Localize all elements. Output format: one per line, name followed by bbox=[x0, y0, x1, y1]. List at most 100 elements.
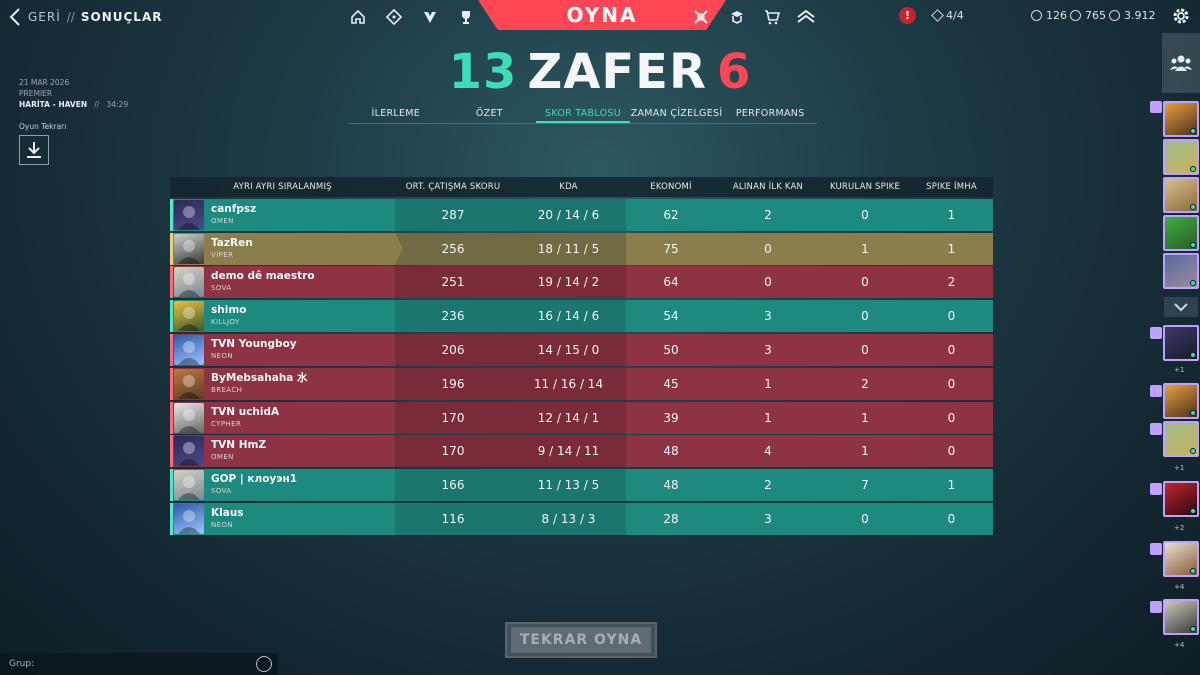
table-row[interactable]: demo dê maestro SOVA 251 19 / 14 / 2 64 0 0 2 bbox=[170, 266, 993, 299]
tab-summary[interactable]: ÖZET bbox=[475, 108, 503, 119]
tab-timeline[interactable]: ZAMAN ÇİZELGESİ bbox=[630, 108, 723, 119]
party-member-avatar[interactable] bbox=[1163, 139, 1199, 175]
player-name: TazRen bbox=[211, 236, 253, 249]
player-cell[interactable]: canfpsz OMEN bbox=[170, 198, 395, 231]
friend-list-divider[interactable] bbox=[1164, 297, 1198, 317]
party-member-avatar[interactable] bbox=[1163, 177, 1199, 213]
table-row[interactable]: canfpsz OMEN 287 20 / 14 / 6 62 2 0 1 bbox=[170, 198, 993, 231]
tab-performance[interactable]: PERFORMANS bbox=[735, 108, 805, 119]
table-row[interactable]: TazRen VIPER 256 18 / 11 / 5 75 0 1 1 bbox=[170, 232, 993, 265]
friend-avatar[interactable] bbox=[1163, 421, 1199, 457]
player-cell[interactable]: shimo KILLJOY bbox=[170, 300, 395, 333]
party-member-avatar[interactable] bbox=[1163, 253, 1199, 289]
header-plants[interactable]: KURULAN SPIKE bbox=[829, 182, 901, 192]
agent-avatar bbox=[174, 301, 204, 332]
store-icon[interactable] bbox=[762, 7, 782, 27]
table-row[interactable]: TVN HmZ OMEN 170 9 / 14 / 11 48 4 1 0 bbox=[170, 435, 993, 468]
acs-cell: 236 bbox=[395, 300, 511, 333]
table-row[interactable]: TVN uchidA CYPHER 170 12 / 14 / 1 39 1 1 0 bbox=[170, 401, 993, 434]
party-member-avatar[interactable] bbox=[1163, 101, 1199, 137]
replay-download-button[interactable] bbox=[19, 135, 49, 165]
match-mode: PREMIER bbox=[19, 89, 53, 98]
agents-icon[interactable] bbox=[420, 7, 440, 27]
current-player-marker bbox=[395, 232, 403, 265]
tab-scoreboard[interactable]: SKOR TABLOSU bbox=[536, 106, 630, 123]
friend-avatar[interactable] bbox=[1163, 481, 1199, 517]
player-name: TVN uchidA bbox=[211, 405, 280, 418]
party-lock-icon bbox=[1150, 327, 1162, 339]
battlepass-icon[interactable] bbox=[691, 7, 711, 27]
friend-avatar[interactable] bbox=[1163, 325, 1199, 361]
breadcrumb-separator: // bbox=[66, 10, 75, 24]
party-size-label: +2 bbox=[1174, 524, 1185, 532]
party-member-avatar[interactable] bbox=[1163, 215, 1199, 251]
online-status-icon bbox=[1190, 166, 1196, 172]
table-row[interactable]: shimo KILLJOY 236 16 / 14 / 6 54 3 0 0 bbox=[170, 300, 993, 333]
header-kda[interactable]: KDA bbox=[559, 182, 578, 192]
defuses-cell: 0 bbox=[947, 376, 956, 391]
header-first-bloods[interactable]: ALINAN İLK KAN bbox=[732, 182, 804, 192]
table-row[interactable]: TVN Youngboy NEON 206 14 / 15 / 0 50 3 0 0 bbox=[170, 333, 993, 366]
kda-cell: 14 / 15 / 0 bbox=[511, 333, 626, 366]
rp-icon bbox=[1070, 10, 1081, 21]
friend-avatar[interactable] bbox=[1163, 383, 1199, 419]
defuses-cell: 0 bbox=[947, 309, 956, 324]
kda-cell: 18 / 11 / 5 bbox=[511, 232, 626, 265]
chat-channel-icon[interactable] bbox=[256, 656, 272, 672]
first-bloods-cell: 4 bbox=[764, 444, 772, 459]
plants-cell: 0 bbox=[861, 275, 869, 290]
player-cell[interactable]: TVN Youngboy NEON bbox=[170, 333, 395, 366]
table-row[interactable]: GOP | клоуэн1 SOVA 166 11 / 13 / 5 48 2 7 1 bbox=[170, 469, 993, 502]
agent-avatar bbox=[174, 199, 204, 230]
table-row[interactable]: Klaus NEON 116 8 / 13 / 3 28 3 0 0 bbox=[170, 502, 993, 535]
career-icon[interactable] bbox=[384, 7, 404, 27]
header-economy[interactable]: EKONOMİ bbox=[650, 182, 692, 192]
play-again-button[interactable]: TEKRAR OYNA bbox=[505, 622, 657, 658]
back-button[interactable]: GERİ // SONUÇLAR bbox=[8, 6, 162, 28]
radianite-points[interactable]: 765 bbox=[1070, 9, 1106, 22]
header-defuses[interactable]: SPIKE İMHA bbox=[926, 182, 977, 192]
tab-progress[interactable]: İLERLEME bbox=[371, 108, 421, 119]
player-cell[interactable]: demo dê maestro SOVA bbox=[170, 266, 395, 299]
player-cell[interactable]: TVN uchidA CYPHER bbox=[170, 401, 395, 434]
defuses-cell: 0 bbox=[947, 342, 956, 357]
economy-cell: 64 bbox=[663, 275, 679, 290]
online-status-icon bbox=[1190, 128, 1196, 134]
alert-badge[interactable]: ! bbox=[899, 7, 916, 24]
friend-avatar[interactable] bbox=[1163, 541, 1199, 577]
header-sort[interactable]: AYRI AYRI SIRALANMIŞ bbox=[233, 182, 332, 192]
player-name: demo dê maestro bbox=[211, 270, 315, 283]
premier-icon[interactable] bbox=[796, 7, 816, 27]
esports-icon[interactable] bbox=[727, 7, 747, 27]
home-icon[interactable] bbox=[348, 7, 368, 27]
scoreboard-rows: canfpsz OMEN 287 20 / 14 / 6 62 2 0 1 TazRen VIPE… bbox=[170, 198, 993, 535]
match-info-separator: // bbox=[94, 100, 100, 109]
header-acs[interactable]: ORT. ÇATIŞMA SKORU bbox=[405, 182, 501, 192]
player-cell[interactable]: GOP | клоуэн1 SOVA bbox=[170, 469, 395, 502]
player-cell[interactable]: Klaus NEON bbox=[170, 502, 395, 535]
chevron-down-icon bbox=[1174, 303, 1188, 312]
chat-bar[interactable]: Grup: bbox=[0, 653, 278, 675]
friend-avatar[interactable] bbox=[1163, 599, 1199, 635]
player-cell[interactable]: TVN HmZ OMEN bbox=[170, 435, 395, 468]
player-cell[interactable]: TazRen VIPER bbox=[170, 232, 403, 265]
team-stripe bbox=[170, 502, 173, 535]
settings-gear-icon[interactable] bbox=[1170, 5, 1192, 27]
match-map: HARİTA - HAVEN bbox=[19, 100, 88, 109]
player-cell[interactable]: ByMebsahaha 水 BREACH bbox=[170, 367, 395, 400]
kda-cell: 8 / 13 / 3 bbox=[511, 502, 626, 535]
online-status-icon bbox=[1190, 352, 1196, 358]
tokens-value: 4/4 bbox=[946, 9, 964, 22]
player-name: Klaus bbox=[211, 506, 244, 519]
social-button[interactable] bbox=[1162, 33, 1200, 93]
kingdom-credits[interactable]: 3.912 bbox=[1109, 9, 1156, 22]
table-row[interactable]: ByMebsahaha 水 BREACH 196 11 / 16 / 14 45 1 2 0 bbox=[170, 367, 993, 400]
replay-label: Oyun Tekrarı bbox=[19, 122, 67, 131]
tokens-counter: 4/4 bbox=[931, 9, 964, 22]
party-lock-icon bbox=[1150, 601, 1162, 613]
collection-icon[interactable] bbox=[456, 7, 476, 27]
valorant-points[interactable]: 126 bbox=[1031, 9, 1067, 22]
play-button[interactable]: OYNA bbox=[478, 0, 726, 30]
acs-cell: 206 bbox=[395, 333, 511, 366]
team-stripe bbox=[170, 435, 173, 468]
